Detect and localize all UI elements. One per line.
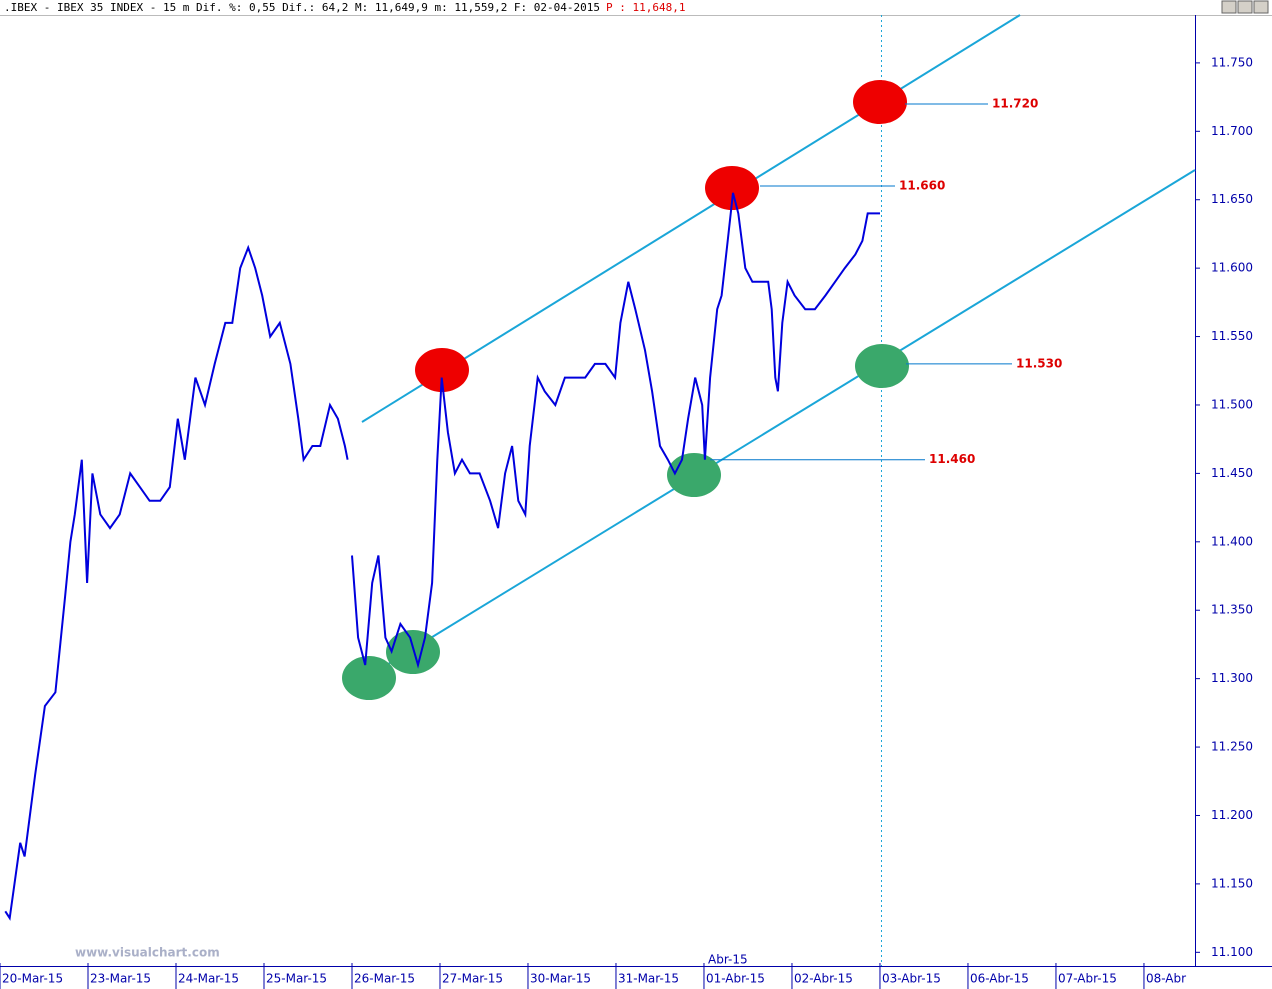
y-tick-label: 11.600 xyxy=(1211,261,1253,275)
support-marker xyxy=(855,344,909,388)
y-tick-label: 11.650 xyxy=(1211,192,1253,206)
x-tick-label: 02-Abr-15 xyxy=(794,972,853,986)
close-button[interactable] xyxy=(1253,0,1269,14)
x-tick-label: 27-Mar-15 xyxy=(442,972,503,986)
resistance-marker xyxy=(705,166,759,210)
chart-title: .IBEX - IBEX 35 INDEX - 15 m Dif. %: 0,5… xyxy=(4,1,686,14)
resistance-marker xyxy=(415,348,469,392)
y-tick-label: 11.350 xyxy=(1211,603,1253,617)
channel-lower xyxy=(361,169,1196,681)
x-tick-label: 08-Abr xyxy=(1146,972,1186,986)
level-label: 11.460 xyxy=(929,452,975,466)
x-tick-label: 31-Mar-15 xyxy=(618,972,679,986)
y-tick-label: 11.550 xyxy=(1211,329,1253,343)
x-tick-label: 20-Mar-15 xyxy=(2,972,63,986)
x-tick-label: 24-Mar-15 xyxy=(178,972,239,986)
support-marker xyxy=(342,656,396,700)
title-text: .IBEX - IBEX 35 INDEX - 15 m Dif. %: 0,5… xyxy=(4,1,600,14)
y-tick-label: 11.700 xyxy=(1211,124,1253,138)
maximize-button[interactable] xyxy=(1237,0,1253,14)
resistance-marker xyxy=(853,80,907,124)
x-tick-label: 25-Mar-15 xyxy=(266,972,327,986)
y-tick-label: 11.400 xyxy=(1211,534,1253,548)
y-tick-label: 11.500 xyxy=(1211,397,1253,411)
level-label: 11.660 xyxy=(899,179,945,193)
watermark: www.visualchart.com xyxy=(75,946,220,960)
price-line xyxy=(4,192,880,921)
x-tick-label: 07-Abr-15 xyxy=(1058,972,1117,986)
window-buttons xyxy=(1221,0,1269,14)
y-tick-label: 11.300 xyxy=(1211,671,1253,685)
month-marker: Abr-15 xyxy=(708,953,748,967)
markers xyxy=(342,80,909,700)
x-tick-label: 23-Mar-15 xyxy=(90,972,151,986)
y-tick-label: 11.200 xyxy=(1211,808,1253,822)
x-tick-label: 26-Mar-15 xyxy=(354,972,415,986)
x-tick-label: 06-Abr-15 xyxy=(970,972,1029,986)
y-tick-label: 11.100 xyxy=(1211,945,1253,959)
x-tick-label: 30-Mar-15 xyxy=(530,972,591,986)
level-label: 11.530 xyxy=(1016,356,1062,370)
channel-upper xyxy=(361,14,1021,423)
x-tick-label: 03-Abr-15 xyxy=(882,972,941,986)
x-tick-label: 01-Abr-15 xyxy=(706,972,765,986)
y-tick-label: 11.150 xyxy=(1211,876,1253,890)
y-tick-label: 11.250 xyxy=(1211,740,1253,754)
support-marker xyxy=(386,630,440,674)
y-tick-label: 11.750 xyxy=(1211,55,1253,69)
last-price: P : 11,648,1 xyxy=(606,1,685,14)
y-tick-label: 11.450 xyxy=(1211,466,1253,480)
level-label: 11.720 xyxy=(992,96,1038,110)
minimize-button[interactable] xyxy=(1221,0,1237,14)
